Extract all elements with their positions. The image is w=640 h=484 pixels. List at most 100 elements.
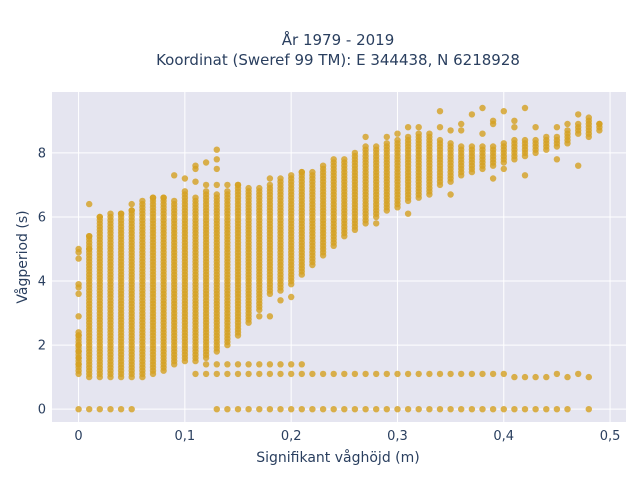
- data-point: [245, 184, 252, 192]
- data-point: [373, 406, 380, 413]
- data-point: [575, 111, 582, 118]
- data-point: [553, 406, 561, 413]
- data-point: [213, 370, 220, 378]
- data-point: [447, 140, 454, 147]
- data-point: [468, 370, 476, 378]
- data-point: [543, 373, 550, 381]
- data-point: [213, 406, 220, 413]
- data-point: [256, 370, 263, 378]
- data-point: [330, 406, 337, 413]
- data-point: [468, 111, 476, 118]
- data-point: [500, 140, 507, 147]
- data-point: [139, 197, 146, 205]
- data-point: [86, 233, 93, 240]
- data-point: [404, 210, 412, 217]
- data-point: [319, 162, 327, 169]
- data-point: [404, 124, 412, 131]
- data-point: [596, 120, 603, 128]
- data-point: [575, 120, 582, 128]
- data-point: [585, 373, 592, 381]
- y-tick-label: 6: [38, 210, 46, 225]
- data-point: [96, 213, 104, 221]
- data-point: [213, 146, 220, 153]
- data-point: [511, 136, 518, 144]
- data-point: [213, 181, 220, 189]
- data-point: [373, 143, 380, 150]
- data-point: [202, 361, 210, 368]
- data-point: [234, 181, 242, 189]
- data-point: [415, 406, 422, 413]
- data-point: [107, 210, 114, 217]
- data-point: [213, 191, 220, 198]
- data-point: [224, 188, 231, 195]
- x-tick-label: 0,2: [281, 429, 302, 444]
- data-point: [521, 104, 529, 112]
- y-tick-label: 8: [38, 146, 46, 161]
- data-point: [436, 370, 444, 378]
- data-point: [479, 104, 486, 112]
- data-point: [288, 172, 295, 179]
- data-point: [362, 406, 369, 413]
- data-point: [266, 361, 274, 368]
- data-point: [288, 293, 295, 301]
- data-point: [202, 370, 210, 378]
- data-point: [500, 370, 507, 378]
- data-point: [426, 370, 433, 378]
- data-point: [532, 124, 539, 131]
- data-point: [117, 210, 125, 217]
- data-point: [192, 162, 199, 169]
- data-point: [500, 406, 507, 413]
- data-point: [224, 406, 231, 413]
- data-point: [213, 165, 220, 173]
- data-point: [330, 370, 337, 378]
- data-point: [266, 406, 274, 413]
- data-point: [479, 370, 486, 378]
- data-point: [458, 143, 465, 150]
- data-point: [75, 332, 82, 339]
- data-point: [564, 120, 571, 128]
- data-point: [149, 194, 157, 201]
- x-tick-label: 0: [74, 429, 82, 444]
- data-point: [341, 406, 348, 413]
- data-point: [245, 406, 252, 413]
- data-point: [564, 373, 571, 381]
- data-point: [447, 406, 454, 413]
- data-point: [404, 370, 412, 378]
- data-point: [171, 172, 178, 179]
- data-point: [266, 313, 274, 320]
- data-point: [521, 406, 529, 413]
- data-point: [575, 162, 582, 169]
- data-point: [447, 127, 454, 134]
- data-point: [75, 348, 82, 355]
- data-point: [277, 370, 284, 378]
- data-point: [564, 127, 571, 134]
- data-point: [383, 370, 390, 378]
- data-point: [96, 406, 104, 413]
- data-point: [224, 181, 231, 189]
- data-point: [553, 370, 561, 378]
- data-point: [426, 406, 433, 413]
- data-point: [479, 406, 486, 413]
- data-point: [458, 370, 465, 378]
- data-point: [202, 181, 210, 189]
- plot-area: [52, 92, 626, 422]
- data-point: [553, 124, 561, 131]
- y-axis-title: Vågperiod (s): [14, 210, 31, 303]
- data-point: [234, 361, 242, 368]
- data-point: [383, 133, 390, 141]
- data-point: [351, 149, 359, 157]
- data-point: [234, 406, 242, 413]
- data-point: [436, 406, 444, 413]
- y-tick-label: 2: [38, 339, 46, 354]
- data-point: [266, 175, 274, 182]
- data-point: [532, 136, 539, 144]
- data-point: [75, 341, 82, 349]
- data-point: [521, 136, 529, 144]
- data-point: [224, 370, 231, 378]
- data-point: [298, 361, 305, 368]
- data-point: [521, 373, 529, 381]
- data-point: [181, 175, 189, 182]
- data-point: [351, 406, 359, 413]
